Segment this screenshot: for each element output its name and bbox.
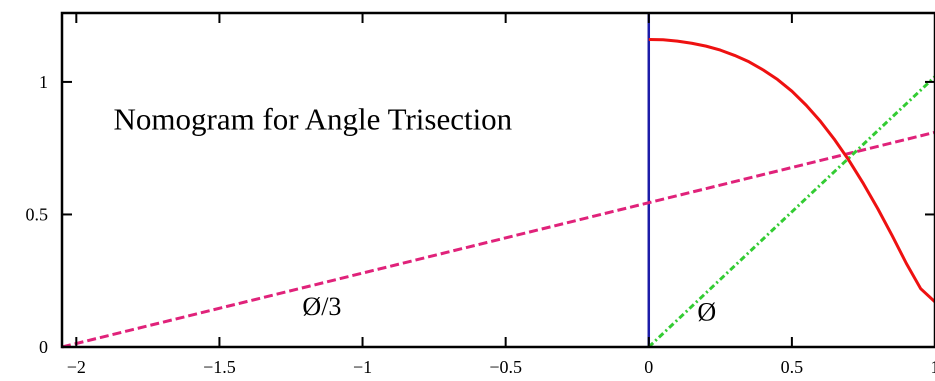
x-tick-label: −0.5 [489,357,522,377]
y-tick-label: 0 [39,337,48,357]
x-tick-label: 0.5 [781,357,804,377]
y-tick-label: 0.5 [26,204,49,224]
axis-ticks [62,13,935,348]
x-tick-label: 0 [644,357,653,377]
series-line-3 [647,75,935,349]
series-line-4 [648,38,935,304]
series-line-2 [61,130,935,349]
chart-annotation-title: Nomogram for Angle Trisection [114,102,513,137]
plot-lines [61,13,935,349]
plot-frame [60,11,935,349]
y-tick-label: 1 [39,72,48,92]
annotation-phi-third: Ø/3 [302,292,341,321]
annotation-phi: Ø [697,297,716,326]
x-tick-label: −1 [353,357,372,377]
axis-tick-labels: −2 −1.5 −1 −0.5 0 0.5 1 0 0.5 1 [26,72,935,377]
x-tick-label: −1.5 [203,357,236,377]
x-tick-label: 1 [931,357,935,377]
x-tick-label: −2 [67,357,86,377]
chart-annotations: Nomogram for Angle Trisection Ø/3 Ø [114,102,717,327]
